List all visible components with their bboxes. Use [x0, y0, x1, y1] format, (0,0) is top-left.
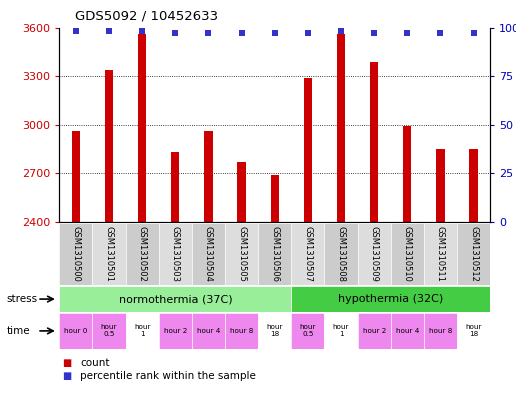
Bar: [258, 313, 292, 349]
Bar: [92, 313, 125, 349]
Text: hour
0.5: hour 0.5: [101, 324, 117, 338]
Text: hour 4: hour 4: [197, 328, 220, 334]
Text: GSM1310507: GSM1310507: [303, 226, 312, 282]
Text: stress: stress: [6, 294, 37, 304]
Bar: [304, 78, 312, 222]
Bar: [270, 175, 279, 222]
Bar: [225, 313, 258, 349]
Text: hour 8: hour 8: [230, 328, 253, 334]
Text: hour 8: hour 8: [429, 328, 452, 334]
Bar: [192, 223, 225, 285]
Bar: [72, 131, 80, 222]
Bar: [358, 223, 391, 285]
Text: hour 2: hour 2: [164, 328, 187, 334]
Bar: [391, 313, 424, 349]
Bar: [125, 313, 159, 349]
Bar: [470, 149, 478, 222]
Bar: [59, 313, 92, 349]
Bar: [292, 313, 325, 349]
Text: GSM1310509: GSM1310509: [369, 226, 379, 282]
Text: GSM1310502: GSM1310502: [138, 226, 147, 282]
Text: hour
1: hour 1: [333, 324, 349, 338]
Text: GSM1310505: GSM1310505: [237, 226, 246, 282]
Text: GSM1310512: GSM1310512: [469, 226, 478, 282]
Bar: [370, 62, 378, 222]
Bar: [457, 313, 490, 349]
Bar: [204, 131, 213, 222]
Bar: [391, 223, 424, 285]
Text: GSM1310506: GSM1310506: [270, 226, 279, 282]
Text: hour
18: hour 18: [267, 324, 283, 338]
Text: time: time: [6, 326, 30, 336]
Text: GSM1310500: GSM1310500: [71, 226, 80, 282]
Point: [304, 30, 312, 37]
Bar: [92, 223, 125, 285]
Bar: [424, 223, 457, 285]
Text: percentile rank within the sample: percentile rank within the sample: [80, 371, 256, 381]
Bar: [325, 313, 358, 349]
Bar: [138, 34, 147, 222]
Bar: [424, 313, 457, 349]
Text: ■: ■: [62, 358, 71, 368]
Point: [437, 30, 445, 37]
Bar: [403, 127, 411, 222]
Bar: [237, 162, 246, 222]
Point: [337, 28, 345, 35]
Bar: [225, 223, 258, 285]
Point: [138, 28, 147, 35]
Text: normothermia (37C): normothermia (37C): [119, 294, 232, 304]
Text: GSM1310508: GSM1310508: [336, 226, 346, 282]
Text: count: count: [80, 358, 109, 368]
Point: [204, 30, 213, 37]
Text: hypothermia (32C): hypothermia (32C): [338, 294, 443, 304]
Bar: [59, 223, 92, 285]
Bar: [292, 286, 490, 312]
Bar: [125, 223, 159, 285]
Point: [237, 30, 246, 37]
Point: [403, 30, 411, 37]
Point: [370, 30, 378, 37]
Text: hour
18: hour 18: [465, 324, 482, 338]
Text: GSM1310511: GSM1310511: [436, 226, 445, 282]
Point: [470, 30, 478, 37]
Bar: [358, 313, 391, 349]
Bar: [457, 223, 490, 285]
Text: GSM1310510: GSM1310510: [403, 226, 412, 282]
Bar: [105, 70, 113, 222]
Bar: [59, 286, 292, 312]
Text: hour 2: hour 2: [363, 328, 386, 334]
Text: GSM1310501: GSM1310501: [105, 226, 114, 282]
Point: [171, 30, 180, 37]
Text: GDS5092 / 10452633: GDS5092 / 10452633: [75, 10, 218, 23]
Bar: [325, 223, 358, 285]
Bar: [437, 149, 445, 222]
Bar: [258, 223, 292, 285]
Bar: [159, 313, 192, 349]
Point: [72, 28, 80, 35]
Text: ■: ■: [62, 371, 71, 381]
Text: hour 4: hour 4: [396, 328, 419, 334]
Bar: [292, 223, 325, 285]
Text: hour
0.5: hour 0.5: [300, 324, 316, 338]
Text: hour 0: hour 0: [64, 328, 88, 334]
Point: [105, 28, 113, 35]
Bar: [192, 313, 225, 349]
Text: GSM1310503: GSM1310503: [171, 226, 180, 282]
Bar: [337, 34, 345, 222]
Text: hour
1: hour 1: [134, 324, 151, 338]
Text: GSM1310504: GSM1310504: [204, 226, 213, 282]
Bar: [159, 223, 192, 285]
Bar: [171, 152, 180, 222]
Point: [270, 30, 279, 37]
